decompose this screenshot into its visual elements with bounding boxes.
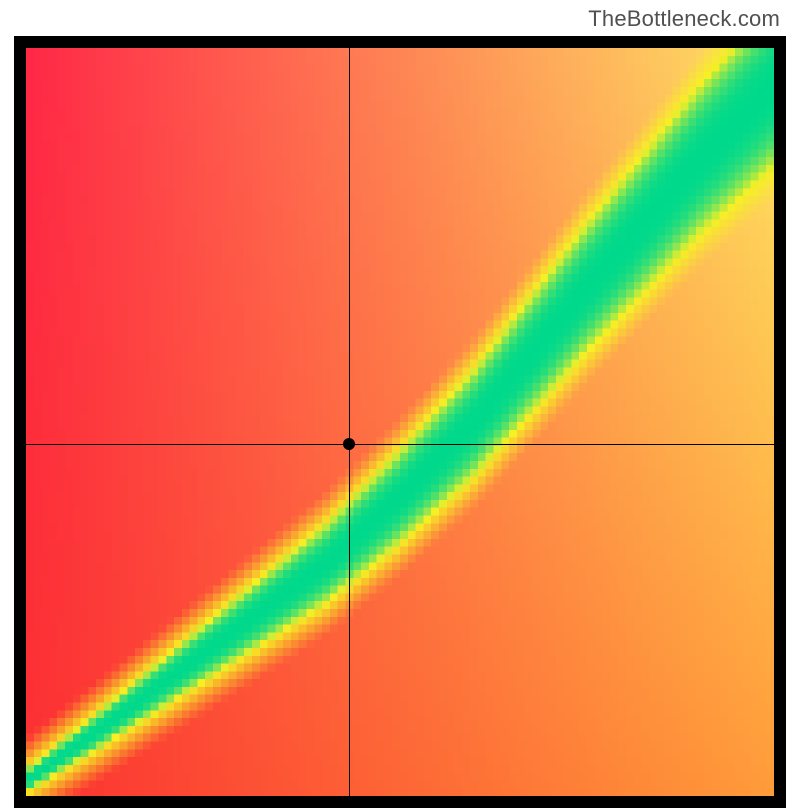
chart-container: TheBottleneck.com	[0, 0, 800, 800]
crosshair-horizontal	[26, 444, 774, 445]
watermark-text: TheBottleneck.com	[588, 6, 780, 32]
heatmap-canvas	[26, 48, 774, 796]
plot-frame	[14, 36, 786, 808]
crosshair-vertical	[349, 48, 350, 796]
